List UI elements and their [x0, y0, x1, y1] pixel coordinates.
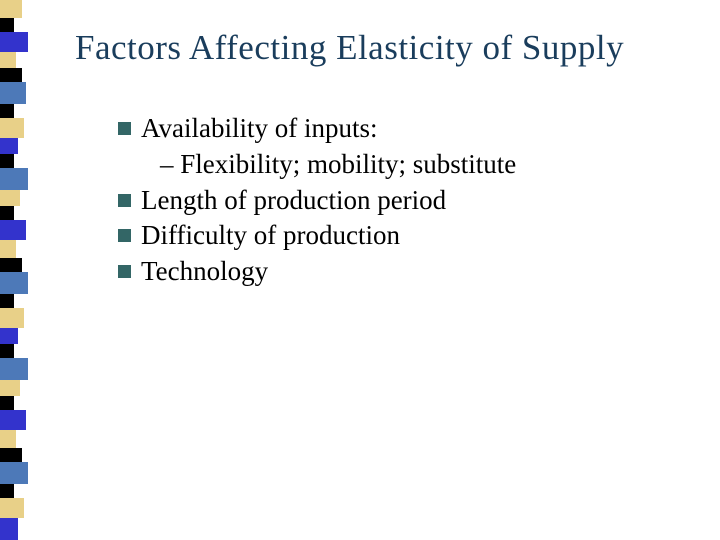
decoration-stripe [0, 328, 18, 344]
bullet-text: Technology [141, 255, 268, 289]
decoration-stripe [0, 68, 22, 82]
side-decoration [0, 0, 30, 540]
decoration-stripe [0, 0, 22, 18]
decoration-stripe [0, 344, 14, 358]
decoration-stripe [0, 240, 16, 258]
decoration-stripe [0, 308, 24, 328]
decoration-stripe [0, 358, 28, 380]
decoration-stripe [0, 518, 18, 540]
decoration-stripe [0, 118, 24, 138]
bullet-text: Availability of inputs: [141, 112, 377, 146]
decoration-stripe [0, 18, 14, 32]
decoration-stripe [0, 498, 24, 518]
decoration-stripe [0, 82, 26, 104]
bullet-square-icon [118, 122, 131, 135]
slide-title: Factors Affecting Elasticity of Supply [75, 28, 624, 68]
bullet-item: Difficulty of production [118, 219, 516, 253]
decoration-stripe [0, 220, 26, 240]
bullet-square-icon [118, 265, 131, 278]
bullet-item: Technology [118, 255, 516, 289]
bullet-item: Availability of inputs: [118, 112, 516, 146]
decoration-stripe [0, 448, 22, 462]
bullet-text: Difficulty of production [141, 219, 400, 253]
bullet-square-icon [118, 194, 131, 207]
bullet-square-icon [118, 229, 131, 242]
decoration-stripe [0, 52, 16, 68]
decoration-stripe [0, 138, 18, 154]
bullet-text: Length of production period [141, 184, 446, 218]
decoration-stripe [0, 462, 28, 484]
decoration-stripe [0, 154, 14, 168]
decoration-stripe [0, 190, 20, 206]
decoration-stripe [0, 168, 28, 190]
decoration-stripe [0, 272, 28, 294]
slide-content: Availability of inputs: – Flexibility; m… [118, 112, 516, 291]
decoration-stripe [0, 206, 14, 220]
decoration-stripe [0, 258, 22, 272]
decoration-stripe [0, 380, 20, 396]
decoration-stripe [0, 430, 16, 448]
decoration-stripe [0, 294, 14, 308]
decoration-stripe [0, 396, 14, 410]
sub-bullet-text: – Flexibility; mobility; substitute [160, 148, 516, 182]
decoration-stripe [0, 104, 14, 118]
decoration-stripe [0, 484, 14, 498]
decoration-stripe [0, 410, 26, 430]
decoration-stripe [0, 32, 28, 52]
bullet-item: Length of production period [118, 184, 516, 218]
